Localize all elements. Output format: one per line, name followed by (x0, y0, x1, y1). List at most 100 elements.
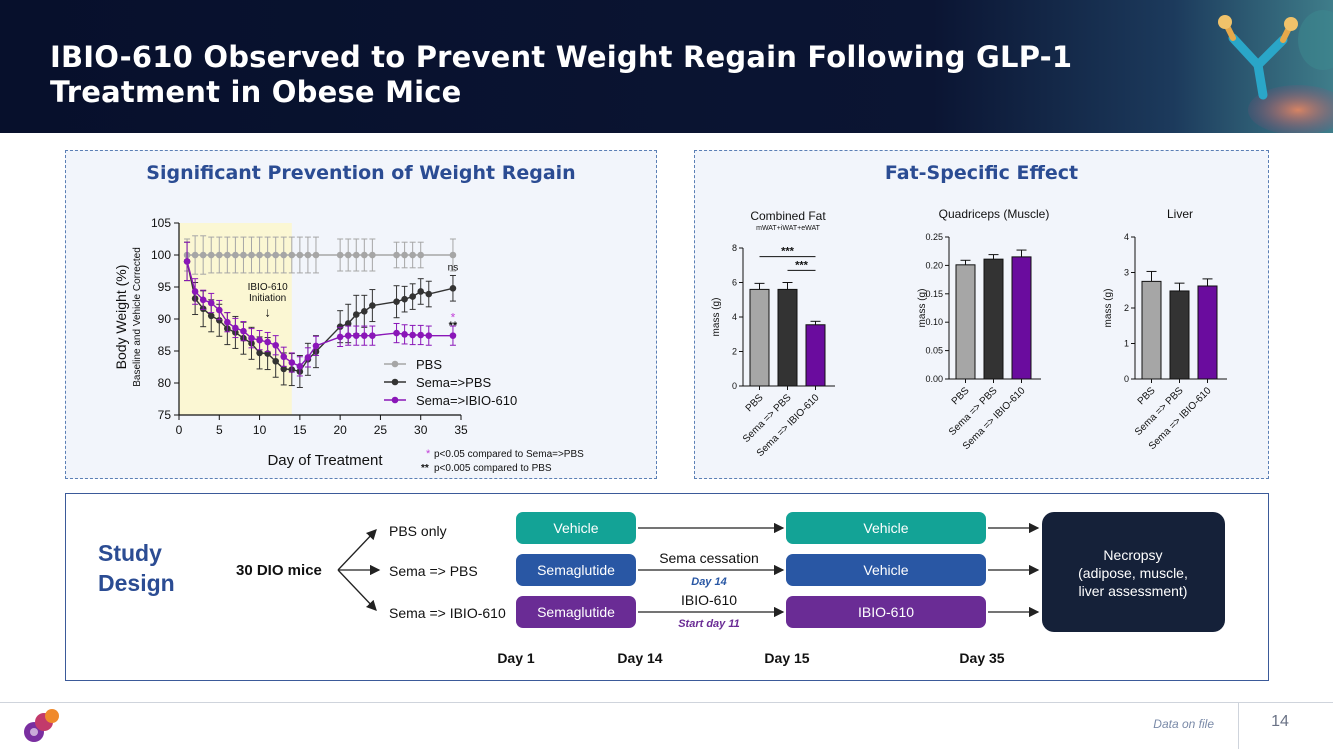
phase2-box-1 (786, 512, 986, 544)
data-point (288, 251, 296, 259)
bar-y-axis-label: mass (g) (917, 289, 928, 328)
data-point (312, 342, 320, 350)
organ-mass-bar-charts: Combined Fat mWAT+iWAT+eWAT 0 2 4 6 8 mass (g) P… (711, 207, 1227, 459)
y-tick-label: 85 (158, 344, 172, 358)
x-tick-label: 20 (333, 423, 347, 437)
footnote-dstar: p<0.005 compared to PBS (434, 463, 552, 474)
data-point (256, 336, 263, 344)
bar-y-axis-label: mass (g) (1103, 289, 1114, 328)
data-point (215, 306, 223, 314)
day-label-1: Day 1 (497, 650, 535, 666)
data-point (248, 334, 255, 342)
data-point (344, 251, 352, 259)
data-point (207, 299, 215, 307)
legend-marker (391, 378, 399, 386)
company-logo-icon (24, 709, 59, 742)
bar-y-tick-label: 0 (732, 381, 737, 391)
data-point (417, 288, 425, 295)
data-point (352, 311, 360, 318)
data-point (352, 251, 360, 259)
sig-label: *** (781, 246, 795, 258)
phase1-box-1 (516, 512, 636, 544)
series-2 (183, 241, 457, 377)
ibio-start-label: IBIO-610 (681, 592, 737, 608)
bar-category-label: PBS (950, 385, 972, 407)
x-tick-label: 5 (216, 423, 223, 437)
study-design-box: Study Design 30 DIO mice PBS only Sema =… (65, 493, 1269, 681)
necropsy-line: (adipose, muscle, (1078, 565, 1188, 581)
data-point (336, 333, 344, 341)
data-point (183, 258, 191, 265)
x-tick-label: 15 (293, 423, 307, 437)
group-label-3: Sema => IBIO-610 (389, 605, 506, 621)
series-line (186, 261, 454, 373)
day-label-14: Day 14 (617, 650, 662, 666)
y-tick-label: 90 (158, 312, 172, 326)
bar (1169, 290, 1190, 380)
fat-panel-title: Fat-Specific Effect (884, 162, 1079, 184)
bar-chart-subtitle: mWAT+iWAT+eWAT (756, 225, 820, 232)
data-point (199, 251, 207, 259)
mice-count: 30 DIO mice (236, 562, 322, 579)
data-point (336, 251, 344, 259)
necropsy-label: Necropsy (adipose, muscle, liver assessmen… (1078, 547, 1188, 599)
data-point (352, 332, 360, 339)
series-0 (183, 235, 457, 275)
data-point (288, 359, 296, 366)
phase2-label-3: IBIO-610 (858, 604, 914, 620)
phase2-box-3 (786, 596, 986, 628)
data-point (304, 354, 312, 361)
phase1-box-3 (516, 596, 636, 628)
bar (955, 264, 976, 380)
data-point (264, 251, 271, 259)
slide-title: IBIO-610 Observed to Prevent Weight Rega… (50, 40, 1073, 109)
day-label-15: Day 15 (764, 650, 809, 666)
bar-chart-0: Combined Fat mWAT+iWAT+eWAT 0 2 4 6 8 mass (g) P… (711, 209, 835, 459)
data-point (224, 318, 231, 326)
data-point (215, 316, 223, 324)
data-point (417, 251, 425, 259)
x-tick-label: 30 (414, 423, 428, 437)
data-point (256, 349, 263, 357)
bar (1197, 285, 1218, 380)
data-point (272, 357, 279, 365)
data-point (401, 295, 408, 303)
data-point (369, 302, 376, 309)
data-point (409, 251, 416, 259)
bar-chart-1: Quadriceps (Muscle) 0.00 0.05 0.10 0.15 0.20 0… (917, 207, 1049, 452)
data-point (336, 323, 344, 330)
y-tick-label: 105 (151, 216, 171, 230)
data-point (280, 353, 288, 361)
y-tick-label: 75 (158, 408, 172, 422)
bar-category-label: PBS (744, 392, 766, 414)
data-point (449, 284, 457, 292)
data-point (240, 251, 247, 259)
bar-y-tick-label: 6 (732, 278, 737, 288)
bar-y-tick-label: 0 (1124, 374, 1129, 384)
data-point (272, 341, 279, 349)
group-label-1: PBS only (389, 523, 447, 539)
data-point (296, 251, 304, 259)
y-axis-label: Body Weight (%) (113, 265, 129, 370)
data-point (248, 251, 255, 259)
legend-label: Sema=>PBS (416, 375, 491, 390)
data-point (361, 332, 368, 339)
bar-chart-title: Combined Fat (750, 209, 826, 223)
significance-ns: ns (448, 262, 459, 273)
series-line (186, 261, 453, 368)
y-axis-sublabel: Baseline and Vehicle Corrected (132, 247, 143, 387)
bar-y-tick-label: 3 (1124, 268, 1129, 278)
weight-line-chart: 75 80 85 90 95 100 105 0 5 10 15 20 25 30 35 Body Weig… (113, 216, 584, 474)
bar-y-tick-label: 0.20 (925, 260, 943, 270)
footer-note: Data on file (1153, 717, 1214, 731)
data-point (232, 251, 239, 259)
bar (1141, 280, 1162, 380)
data-point (256, 251, 263, 259)
x-tick-label: 10 (253, 423, 267, 437)
sig-label: *** (795, 259, 809, 271)
legend-marker (391, 396, 399, 404)
data-point (361, 251, 368, 259)
data-point (280, 365, 288, 373)
data-point (240, 327, 247, 335)
